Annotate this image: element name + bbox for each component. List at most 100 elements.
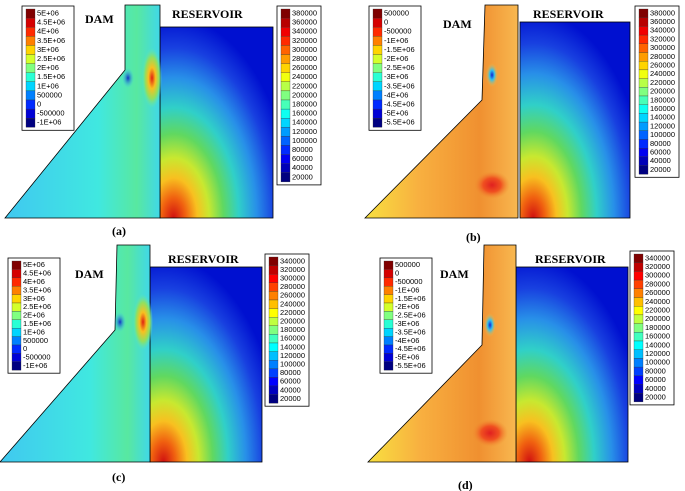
legend-swatch xyxy=(268,385,279,395)
stress-peak xyxy=(133,294,153,350)
legend-swatch xyxy=(280,163,291,173)
legend-swatch xyxy=(268,334,279,344)
legend-swatch xyxy=(633,332,644,342)
legend-label: -1E+06 xyxy=(395,285,419,294)
legend-swatch xyxy=(372,108,383,119)
legend-label: 1.5E+06 xyxy=(37,72,65,81)
legend-swatch xyxy=(638,165,649,175)
legend-swatch xyxy=(280,81,291,92)
legend-label: 180000 xyxy=(292,100,317,109)
panel-caption: (c) xyxy=(112,470,125,484)
legend-swatch xyxy=(638,148,649,158)
legend-swatch xyxy=(638,87,649,97)
legend-swatch xyxy=(372,36,383,46)
legend-swatch xyxy=(25,72,36,82)
legend-swatch xyxy=(25,8,36,19)
legend-label: 260000 xyxy=(280,291,305,300)
legend-label: 80000 xyxy=(292,145,313,154)
legend-label: 500000 xyxy=(37,90,62,99)
legend-swatch xyxy=(633,271,644,281)
stress-spot xyxy=(484,313,496,337)
legend-label: 240000 xyxy=(645,297,670,306)
legend-swatch xyxy=(280,27,291,37)
legend-swatch xyxy=(280,136,291,146)
legend-label: 360000 xyxy=(292,18,317,27)
legend-swatch xyxy=(268,325,279,335)
legend-label: 60000 xyxy=(292,154,313,163)
legend-label: 140000 xyxy=(650,113,675,122)
legend-swatch xyxy=(25,54,36,64)
legend-label: 120000 xyxy=(280,351,305,360)
reservoir-label: RESERVOIR xyxy=(533,7,604,21)
legend-swatch xyxy=(280,108,291,119)
legend-label: 0 xyxy=(384,18,388,27)
legend-swatch xyxy=(25,108,36,119)
legend-swatch xyxy=(638,139,649,149)
legend-swatch xyxy=(383,311,394,320)
legend-label: 2.5E+06 xyxy=(37,54,65,63)
legend-swatch xyxy=(633,253,644,263)
legend-label: -1.5E+06 xyxy=(395,294,426,303)
dam-field xyxy=(0,244,151,463)
legend-swatch xyxy=(25,17,36,28)
legend-swatch xyxy=(280,8,291,19)
legend-swatch xyxy=(25,99,36,110)
legend-swatch xyxy=(268,282,279,292)
legend-label: -500000 xyxy=(384,27,412,36)
legend-swatch xyxy=(633,288,644,298)
legend-swatch xyxy=(11,302,22,312)
legend-swatch xyxy=(268,394,279,404)
legend-swatch xyxy=(280,127,291,137)
legend-label: 3E+06 xyxy=(37,45,59,54)
legend-label: 340000 xyxy=(292,27,317,36)
legend-label: 160000 xyxy=(650,104,675,113)
legend-label: 320000 xyxy=(292,36,317,45)
legend-swatch xyxy=(383,319,394,329)
legend-label: 4.5E+06 xyxy=(37,18,65,27)
legend-label: 5E+06 xyxy=(37,9,59,18)
legend-swatch xyxy=(268,274,279,283)
legend-swatch xyxy=(280,99,291,110)
legend-label: -500000 xyxy=(37,109,65,118)
legend-label: 0 xyxy=(23,344,27,353)
legend-swatch xyxy=(372,54,383,64)
legend-label: -2E+06 xyxy=(384,54,408,63)
legend-swatch xyxy=(280,72,291,82)
legend-label: 320000 xyxy=(280,265,305,274)
legend-label: -500000 xyxy=(23,353,51,362)
legend-label: 4E+06 xyxy=(23,277,45,286)
legend-label: 260000 xyxy=(292,63,317,72)
legend-label: 340000 xyxy=(645,253,670,262)
legend-swatch xyxy=(638,61,649,71)
legend-swatch xyxy=(25,45,36,55)
legend-swatch xyxy=(633,279,644,289)
stress-spot xyxy=(486,63,498,87)
legend-swatch xyxy=(383,286,394,295)
legend-label: 180000 xyxy=(645,323,670,332)
legend-label: -4.5E+06 xyxy=(384,100,415,109)
legend-label: 20000 xyxy=(280,394,301,403)
legend-label: 100000 xyxy=(292,136,317,145)
legend-swatch xyxy=(372,63,383,73)
legend-label: -3.5E+06 xyxy=(395,327,426,336)
legend-label: 5E+06 xyxy=(23,260,45,269)
legend-label: 240000 xyxy=(292,72,317,81)
legend-swatch xyxy=(633,393,644,403)
legend-label: 40000 xyxy=(292,163,313,172)
legend-swatch xyxy=(280,90,291,101)
legend-label: 200000 xyxy=(650,87,675,96)
legend-label: 280000 xyxy=(280,282,305,291)
reservoir-label: RESERVOIR xyxy=(168,252,239,266)
legend-swatch xyxy=(638,156,649,166)
legend-swatch xyxy=(11,319,22,329)
legend-swatch xyxy=(11,277,22,287)
legend-swatch xyxy=(268,265,279,275)
panel-caption: (a) xyxy=(112,224,126,238)
legend-swatch xyxy=(372,45,383,55)
legend-label: 300000 xyxy=(645,271,670,280)
legend-label: 120000 xyxy=(650,121,675,130)
legend-label: 140000 xyxy=(280,342,305,351)
legend-label: 100000 xyxy=(650,130,675,139)
legend-label: -5.5E+06 xyxy=(384,118,415,127)
